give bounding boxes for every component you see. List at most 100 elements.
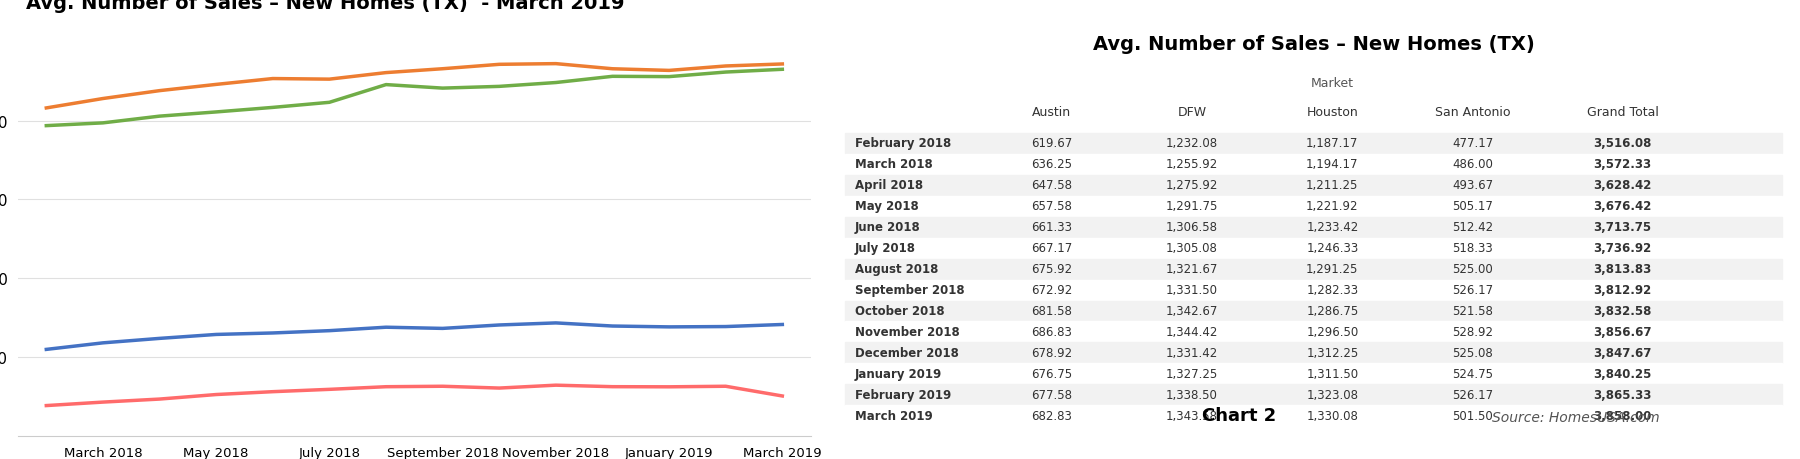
Text: 1,342.67: 1,342.67	[1166, 304, 1219, 317]
Text: 1,187.17: 1,187.17	[1307, 136, 1359, 149]
Text: 1,246.33: 1,246.33	[1307, 241, 1359, 254]
Text: 477.17: 477.17	[1453, 136, 1494, 149]
Text: 682.83: 682.83	[1031, 409, 1071, 422]
Text: 528.92: 528.92	[1453, 325, 1494, 338]
FancyBboxPatch shape	[846, 280, 1782, 300]
Text: 667.17: 667.17	[1031, 241, 1073, 254]
FancyBboxPatch shape	[846, 217, 1782, 237]
Text: 521.58: 521.58	[1453, 304, 1494, 317]
FancyBboxPatch shape	[846, 322, 1782, 342]
Text: 3,856.67: 3,856.67	[1593, 325, 1652, 338]
Text: September 2018: September 2018	[855, 283, 965, 296]
Text: 3,516.08: 3,516.08	[1593, 136, 1652, 149]
FancyBboxPatch shape	[846, 406, 1782, 426]
Text: 1,286.75: 1,286.75	[1307, 304, 1359, 317]
Text: 486.00: 486.00	[1453, 157, 1494, 170]
Text: Chart 2: Chart 2	[1202, 406, 1276, 424]
Text: 1,327.25: 1,327.25	[1166, 367, 1219, 380]
Text: 677.58: 677.58	[1031, 388, 1071, 401]
FancyBboxPatch shape	[846, 154, 1782, 174]
FancyBboxPatch shape	[846, 385, 1782, 405]
Text: October 2018: October 2018	[855, 304, 945, 317]
Text: Market: Market	[1310, 77, 1354, 90]
Text: 1,291.25: 1,291.25	[1307, 262, 1359, 275]
Text: 1,194.17: 1,194.17	[1307, 157, 1359, 170]
Text: 636.25: 636.25	[1031, 157, 1071, 170]
FancyBboxPatch shape	[846, 196, 1782, 216]
Text: 3,713.75: 3,713.75	[1593, 220, 1652, 233]
Text: 1,296.50: 1,296.50	[1307, 325, 1359, 338]
Text: 1,221.92: 1,221.92	[1307, 199, 1359, 212]
FancyBboxPatch shape	[846, 301, 1782, 321]
Text: February 2018: February 2018	[855, 136, 950, 149]
Text: 501.50: 501.50	[1453, 409, 1494, 422]
FancyBboxPatch shape	[846, 175, 1782, 195]
Text: 3,865.33: 3,865.33	[1593, 388, 1652, 401]
Text: 1,331.42: 1,331.42	[1166, 346, 1219, 359]
Text: 678.92: 678.92	[1031, 346, 1071, 359]
Text: Grand Total: Grand Total	[1588, 106, 1658, 118]
Text: 1,291.75: 1,291.75	[1166, 199, 1219, 212]
Text: February 2019: February 2019	[855, 388, 950, 401]
Text: San Antonio: San Antonio	[1435, 106, 1510, 118]
Text: 3,628.42: 3,628.42	[1593, 178, 1652, 191]
Text: 1,312.25: 1,312.25	[1307, 346, 1359, 359]
Text: 1,331.50: 1,331.50	[1166, 283, 1219, 296]
Text: December 2018: December 2018	[855, 346, 958, 359]
Text: 647.58: 647.58	[1031, 178, 1071, 191]
Text: 1,233.42: 1,233.42	[1307, 220, 1359, 233]
Text: 1,211.25: 1,211.25	[1307, 178, 1359, 191]
Text: November 2018: November 2018	[855, 325, 959, 338]
Text: 1,305.08: 1,305.08	[1166, 241, 1219, 254]
Text: March 2018: March 2018	[855, 157, 932, 170]
Text: 686.83: 686.83	[1031, 325, 1071, 338]
Text: 1,282.33: 1,282.33	[1307, 283, 1359, 296]
Text: 526.17: 526.17	[1453, 388, 1494, 401]
FancyBboxPatch shape	[846, 343, 1782, 363]
Text: Avg. Number of Sales – New Homes (TX)  - March 2019: Avg. Number of Sales – New Homes (TX) - …	[25, 0, 625, 13]
Text: 619.67: 619.67	[1031, 136, 1073, 149]
Text: 3,572.33: 3,572.33	[1593, 157, 1652, 170]
Text: 525.00: 525.00	[1453, 262, 1494, 275]
Text: 3,812.92: 3,812.92	[1593, 283, 1652, 296]
Text: 1,306.58: 1,306.58	[1166, 220, 1219, 233]
Text: April 2018: April 2018	[855, 178, 923, 191]
FancyBboxPatch shape	[846, 133, 1782, 153]
Text: Avg. Number of Sales – New Homes (TX): Avg. Number of Sales – New Homes (TX)	[1093, 35, 1534, 54]
Text: 1,311.50: 1,311.50	[1307, 367, 1359, 380]
FancyBboxPatch shape	[846, 238, 1782, 258]
Text: Austin: Austin	[1031, 106, 1071, 118]
FancyBboxPatch shape	[846, 259, 1782, 279]
Text: DFW: DFW	[1177, 106, 1206, 118]
Text: 676.75: 676.75	[1031, 367, 1071, 380]
Text: 3,676.42: 3,676.42	[1593, 199, 1652, 212]
Text: 3,847.67: 3,847.67	[1593, 346, 1652, 359]
Text: 1,330.08: 1,330.08	[1307, 409, 1359, 422]
Text: 1,275.92: 1,275.92	[1166, 178, 1219, 191]
Text: 1,321.67: 1,321.67	[1166, 262, 1219, 275]
Text: 524.75: 524.75	[1453, 367, 1494, 380]
Text: 526.17: 526.17	[1453, 283, 1494, 296]
Text: Source: HomesUSA.com: Source: HomesUSA.com	[1492, 410, 1660, 424]
Text: 672.92: 672.92	[1031, 283, 1073, 296]
Text: 3,840.25: 3,840.25	[1593, 367, 1652, 380]
Text: 1,255.92: 1,255.92	[1166, 157, 1219, 170]
Text: August 2018: August 2018	[855, 262, 938, 275]
Text: 1,232.08: 1,232.08	[1166, 136, 1219, 149]
Text: 1,338.50: 1,338.50	[1166, 388, 1219, 401]
Text: 525.08: 525.08	[1453, 346, 1494, 359]
Text: 1,344.42: 1,344.42	[1166, 325, 1219, 338]
Text: 493.67: 493.67	[1453, 178, 1494, 191]
Text: 3,813.83: 3,813.83	[1593, 262, 1652, 275]
Text: 1,323.08: 1,323.08	[1307, 388, 1359, 401]
Text: 3,736.92: 3,736.92	[1593, 241, 1652, 254]
Text: June 2018: June 2018	[855, 220, 920, 233]
Text: 505.17: 505.17	[1453, 199, 1494, 212]
Text: May 2018: May 2018	[855, 199, 918, 212]
Text: January 2019: January 2019	[855, 367, 941, 380]
Text: 3,832.58: 3,832.58	[1593, 304, 1652, 317]
Text: July 2018: July 2018	[855, 241, 916, 254]
Text: Houston: Houston	[1307, 106, 1359, 118]
Text: 512.42: 512.42	[1453, 220, 1494, 233]
Text: 657.58: 657.58	[1031, 199, 1071, 212]
